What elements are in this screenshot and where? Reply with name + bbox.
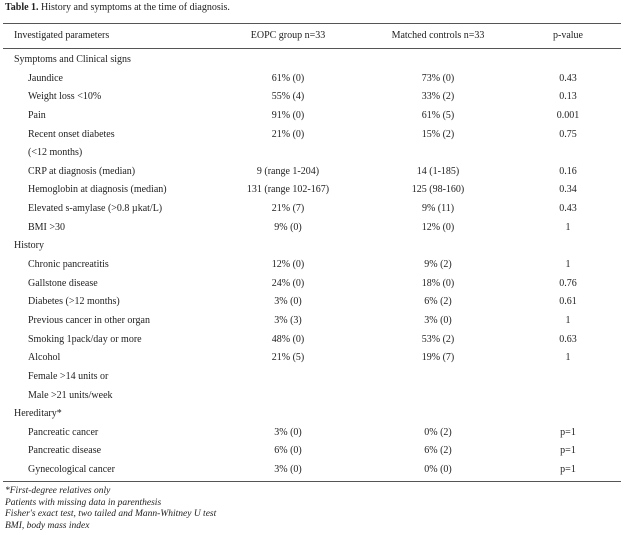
cell: 3% (0) [274, 464, 302, 476]
cell: 9 (range 1-204) [256, 165, 320, 177]
cell: 21% (7) [271, 203, 305, 215]
row-label: Chronic pancreatitis [28, 259, 109, 271]
cell: 1 [565, 259, 571, 271]
cell: 48% (0) [271, 333, 305, 345]
cell: 3% (0) [424, 314, 452, 326]
cell: 21% (0) [271, 128, 305, 140]
cell: 19% (7) [421, 352, 455, 364]
cell: 1 [565, 314, 571, 326]
bottom-rule [3, 481, 621, 482]
row-label: Female >14 units or [28, 370, 109, 382]
footnote: Fisher's exact test, two tailed and Mann… [5, 509, 217, 519]
cell: 33% (2) [421, 91, 455, 103]
column-header: EOPC group n=33 [250, 30, 326, 41]
row-label: Alcohol [28, 352, 61, 364]
row-label: Smoking 1pack/day or more [28, 333, 142, 345]
cell: 15% (2) [421, 128, 455, 140]
cell: 0% (0) [424, 464, 452, 476]
cell: 6% (2) [424, 445, 452, 457]
row-label: Hemoglobin at diagnosis (median) [28, 184, 167, 196]
cell: 12% (0) [271, 259, 305, 271]
column-header: Investigated parameters [14, 30, 110, 41]
section-title: Symptoms and Clinical signs [14, 54, 131, 65]
cell: 12% (0) [421, 221, 455, 233]
cell: p=1 [560, 426, 576, 438]
row-label: Pancreatic disease [28, 445, 102, 457]
cell: p=1 [560, 464, 576, 476]
cell: 0.16 [559, 165, 577, 177]
cell: 18% (0) [421, 277, 455, 289]
cell: 0.61 [559, 296, 577, 308]
cell: 125 (98-160) [411, 184, 465, 196]
row-label: Diabetes (>12 months) [28, 296, 120, 308]
cell: 9% (11) [421, 203, 455, 215]
cell: 24% (0) [271, 277, 305, 289]
cell: p=1 [560, 445, 576, 457]
footnote: Patients with missing data in parenthesi… [5, 497, 162, 508]
header-rule [3, 48, 621, 49]
column-header: p-value [553, 30, 583, 41]
cell: 53% (2) [421, 333, 455, 345]
row-label: Male >21 units/week [28, 389, 113, 401]
cell: 0.43 [559, 72, 577, 84]
caption: Table 1. History and symptoms at the tim… [5, 2, 230, 14]
cell: 55% (4) [271, 91, 305, 103]
cell: 0.76 [559, 277, 577, 289]
top-rule [3, 23, 621, 24]
cell: 0% (2) [424, 426, 452, 438]
section-title: History [14, 240, 44, 252]
caption-label: Table 1. [5, 2, 39, 13]
cell: 131 (range 102-167) [246, 184, 330, 196]
cell: 14 (1-185) [416, 165, 460, 177]
cell: 0.34 [559, 184, 577, 196]
row-label: Previous cancer in other organ [28, 314, 150, 326]
cell: 3% (3) [274, 314, 302, 326]
cell: 61% (0) [271, 72, 305, 84]
cell: 1 [565, 352, 571, 364]
row-label: Weight loss <10% [28, 91, 102, 103]
caption-text: History and symptoms at the time of diag… [41, 2, 230, 13]
cell: 6% (2) [424, 296, 452, 308]
row-label: Gallstone disease [28, 277, 98, 289]
row-label: (<12 months) [28, 147, 83, 159]
footnote: *First-degree relatives only [5, 486, 111, 496]
section-title: Hereditary* [14, 408, 62, 420]
cell: 0.75 [559, 128, 577, 140]
cell: 0.13 [559, 91, 577, 103]
footnote: BMI, body mass index [5, 520, 90, 531]
cell: 9% (2) [424, 259, 452, 271]
cell: 73% (0) [421, 72, 455, 84]
cell: 1 [565, 221, 571, 233]
row-label: CRP at diagnosis (median) [28, 165, 136, 177]
cell: 6% (0) [274, 445, 302, 457]
cell: 21% (5) [271, 352, 305, 364]
cell: 0.001 [556, 109, 580, 121]
row-label: Gynecological cancer [28, 464, 115, 476]
cell: 3% (0) [274, 296, 302, 308]
row-label: Jaundice [28, 72, 63, 84]
cell: 3% (0) [274, 426, 302, 438]
row-label: Recent onset diabetes [28, 128, 115, 140]
row-label: BMI >30 [28, 221, 66, 233]
cell: 0.63 [559, 333, 577, 345]
cell: 91% (0) [271, 109, 305, 121]
row-label: Elevated s-amylase (>0.8 µkat/L) [28, 203, 163, 215]
column-header: Matched controls n=33 [391, 30, 485, 41]
row-label: Pancreatic cancer [28, 426, 99, 438]
cell: 9% (0) [274, 221, 302, 233]
cell: 61% (5) [421, 109, 455, 121]
row-label: Pain [28, 109, 46, 121]
cell: 0.43 [559, 203, 577, 215]
